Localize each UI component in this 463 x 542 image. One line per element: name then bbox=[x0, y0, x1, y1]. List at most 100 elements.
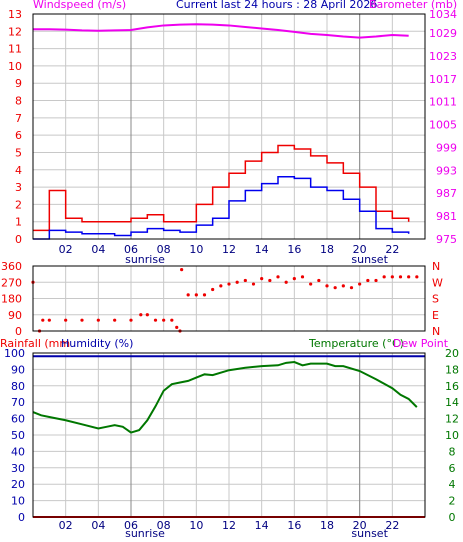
direction-point bbox=[251, 282, 256, 286]
x-tick-label: 10 bbox=[189, 243, 203, 256]
direction-point bbox=[366, 278, 370, 283]
direction-point bbox=[202, 293, 207, 297]
y-tick-label-left: 0 bbox=[15, 233, 22, 246]
direction-point bbox=[398, 275, 403, 279]
x-tick-label: 10 bbox=[189, 519, 203, 532]
direction-point bbox=[186, 293, 190, 297]
temperature-title: Temperature (°C) bbox=[308, 337, 404, 350]
x-tick-label: 04 bbox=[91, 519, 105, 532]
y-tick-label-left: 6 bbox=[15, 129, 22, 142]
sunrise-label: sunrise bbox=[125, 253, 165, 266]
direction-point bbox=[170, 318, 174, 322]
plot-frame bbox=[32, 265, 426, 332]
compass-tick-label: N bbox=[432, 260, 440, 273]
temperature-tick-label: 6 bbox=[449, 462, 456, 475]
y-tick-label-right: 993 bbox=[436, 164, 457, 177]
y-tick-label-left: 9 bbox=[15, 77, 22, 90]
y-tick-label-right: 981 bbox=[436, 210, 457, 223]
direction-tick-label: 90 bbox=[8, 309, 22, 322]
y-tick-label-left: 13 bbox=[8, 8, 22, 21]
direction-point bbox=[325, 284, 329, 288]
dewpoint-title: Dew Point bbox=[393, 337, 449, 350]
direction-point bbox=[374, 278, 378, 283]
sunset-label: sunset bbox=[351, 253, 388, 266]
direction-point bbox=[390, 275, 394, 279]
direction-point bbox=[139, 313, 143, 317]
temperature-tick-label: 4 bbox=[449, 478, 456, 491]
direction-tick-label: 270 bbox=[1, 276, 22, 289]
humidity-tick-label: 70 bbox=[11, 396, 25, 409]
y-tick-label-right: 1011 bbox=[429, 96, 457, 109]
y-tick-label-left: 12 bbox=[8, 25, 22, 38]
humidity-title: Humidity (%) bbox=[61, 337, 133, 350]
direction-point bbox=[284, 280, 288, 284]
humidity-tick-label: 40 bbox=[11, 445, 25, 458]
y-tick-label-left: 8 bbox=[15, 95, 22, 108]
compass-tick-label: E bbox=[432, 309, 439, 322]
y-tick-label-left: 1 bbox=[15, 216, 22, 229]
x-tick-label: 16 bbox=[287, 243, 301, 256]
direction-point bbox=[194, 293, 198, 297]
direction-point bbox=[260, 277, 264, 281]
direction-point bbox=[300, 275, 305, 279]
temperature-tick-label: 8 bbox=[449, 445, 456, 458]
x-tick-label: 04 bbox=[91, 243, 105, 256]
humidity-tick-label: 20 bbox=[11, 478, 25, 491]
direction-point bbox=[407, 275, 411, 279]
direction-point bbox=[415, 275, 419, 279]
y-tick-label-left: 3 bbox=[15, 181, 22, 194]
humidity-tick-label: 10 bbox=[11, 495, 25, 508]
direction-point bbox=[162, 318, 166, 322]
direction-tick-label: 360 bbox=[1, 260, 22, 273]
direction-point bbox=[292, 277, 296, 281]
x-tick-label: 20 bbox=[353, 243, 367, 256]
direction-tick-label: 180 bbox=[1, 293, 22, 306]
chart-title: Current last 24 hours : 28 April 2026 bbox=[176, 0, 377, 11]
y-tick-label-left: 11 bbox=[8, 43, 22, 56]
x-tick-label: 18 bbox=[320, 243, 334, 256]
x-tick-label: 14 bbox=[255, 519, 269, 532]
y-tick-label-right: 987 bbox=[436, 187, 457, 200]
direction-point bbox=[341, 284, 345, 288]
direction-point bbox=[382, 275, 386, 279]
humidity-tick-label: 100 bbox=[4, 347, 25, 360]
x-tick-label: 22 bbox=[385, 519, 399, 532]
humidity-tick-label: 50 bbox=[11, 429, 25, 442]
x-tick-label: 20 bbox=[353, 519, 367, 532]
direction-point bbox=[180, 268, 184, 272]
x-tick-label: 12 bbox=[222, 243, 236, 256]
temperature-tick-label: 12 bbox=[445, 413, 459, 426]
temperature-tick-label: 10 bbox=[445, 429, 459, 442]
y-tick-label-left: 5 bbox=[15, 146, 22, 159]
x-tick-label: 02 bbox=[59, 243, 73, 256]
x-tick-label: 14 bbox=[255, 243, 269, 256]
x-tick-label: 06 bbox=[124, 519, 138, 532]
temperature-tick-label: 0 bbox=[449, 511, 456, 524]
direction-tick-label: 0 bbox=[15, 325, 22, 338]
x-tick-label: 02 bbox=[59, 519, 73, 532]
y-tick-label-right: 1023 bbox=[429, 50, 457, 63]
x-tick-label: 08 bbox=[157, 519, 171, 532]
x-tick-label: 16 bbox=[287, 519, 301, 532]
compass-tick-label: S bbox=[432, 293, 439, 306]
temperature-tick-label: 14 bbox=[445, 396, 459, 409]
y-tick-label-left: 4 bbox=[15, 164, 22, 177]
compass-tick-label: N bbox=[432, 325, 440, 338]
direction-point bbox=[129, 318, 133, 322]
x-tick-label: 08 bbox=[157, 243, 171, 256]
x-tick-label: 12 bbox=[222, 519, 236, 532]
direction-point bbox=[333, 286, 337, 290]
wind-barometer-panel: 0123456789101112139759819879939991005101… bbox=[8, 8, 457, 266]
direction-point bbox=[268, 278, 272, 283]
direction-point bbox=[41, 318, 45, 322]
direction-point bbox=[317, 278, 321, 283]
humidity-tick-label: 90 bbox=[11, 363, 25, 376]
direction-point bbox=[235, 280, 239, 284]
direction-point bbox=[47, 318, 51, 322]
x-tick-label: 06 bbox=[124, 243, 138, 256]
wind-gust-line bbox=[33, 144, 410, 232]
y-tick-label-right: 999 bbox=[436, 141, 457, 154]
humidity-tick-label: 60 bbox=[11, 413, 25, 426]
